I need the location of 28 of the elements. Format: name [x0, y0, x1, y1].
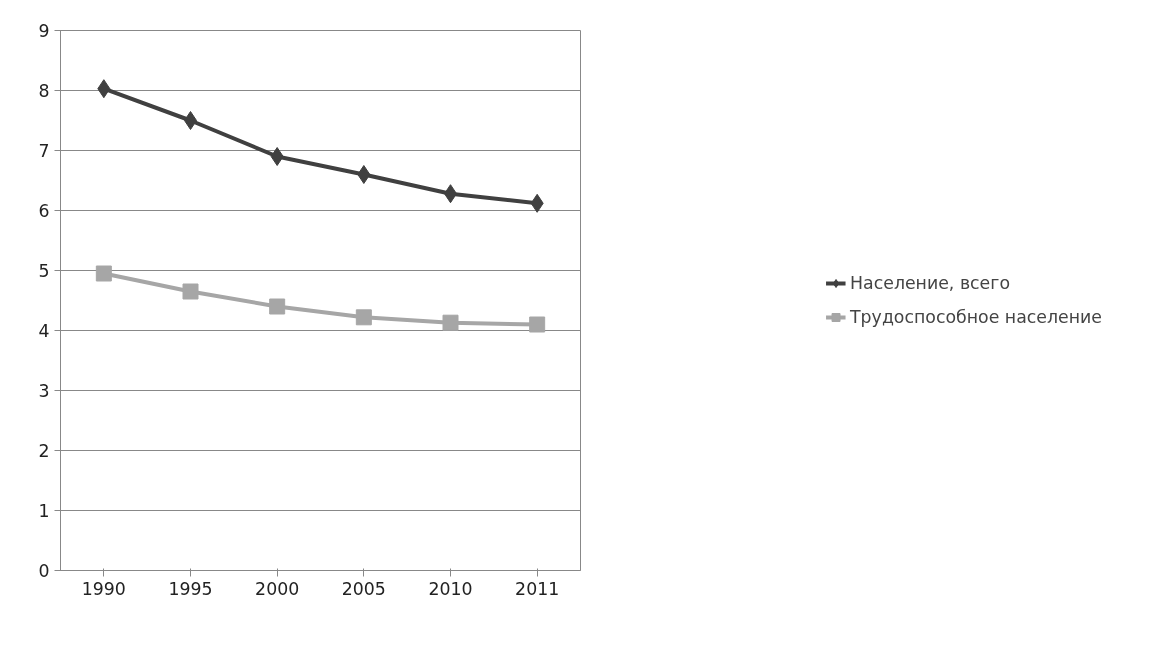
y-tick-label: 7	[38, 141, 50, 161]
point	[442, 314, 459, 331]
point	[357, 165, 371, 184]
point	[95, 265, 112, 282]
y-tick-label: 6	[38, 201, 50, 221]
x-tick-label: 2011	[515, 578, 560, 599]
point	[270, 147, 284, 166]
point	[355, 309, 372, 326]
y-tick-label: 0	[38, 561, 50, 581]
x-tick-label: 2010	[428, 578, 473, 599]
point	[529, 316, 546, 333]
y-tick-label: 1	[38, 501, 50, 521]
point	[182, 283, 199, 300]
point	[269, 298, 286, 315]
legend-label: Трудоспособное население	[850, 307, 1102, 327]
x-tick-label: 2000	[255, 578, 300, 599]
x-tick-label: 1995	[168, 578, 213, 599]
point	[97, 79, 111, 99]
x-tick-label: 1990	[81, 578, 126, 599]
x-tick-label: 2005	[341, 578, 386, 599]
y-tick-label: 3	[38, 381, 50, 401]
y-tick-label: 4	[38, 321, 50, 341]
y-tick-label: 9	[38, 21, 50, 41]
y-tick-label: 5	[38, 261, 50, 281]
y-tick-label: 8	[38, 81, 50, 101]
y-tick-label: 2	[38, 441, 50, 461]
legend-label: Население, всего	[850, 273, 1010, 293]
point	[530, 193, 544, 213]
